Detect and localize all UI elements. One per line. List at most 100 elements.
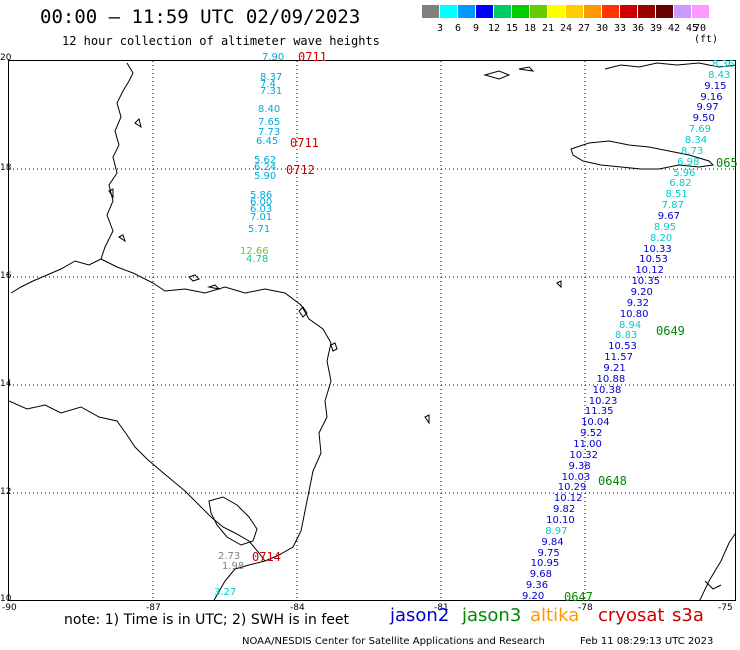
wave-value: 9.82 bbox=[553, 504, 576, 516]
scale-label: 18 bbox=[523, 23, 537, 34]
wave-value: 6.00 bbox=[250, 197, 273, 208]
wave-value: 10.80 bbox=[619, 308, 649, 320]
scale-label: 36 bbox=[631, 23, 645, 34]
wave-value: 12.66 bbox=[240, 246, 269, 257]
scale-label: 30 bbox=[595, 23, 609, 34]
lon-label: -78 bbox=[578, 603, 593, 613]
scale-swatch bbox=[584, 5, 601, 18]
scale-label: 39 bbox=[649, 23, 663, 34]
scale-label: 27 bbox=[577, 23, 591, 34]
wave-value: 9.38 bbox=[568, 460, 591, 472]
wave-value: 7.65 bbox=[258, 117, 281, 128]
scale-label: 3 bbox=[436, 23, 444, 34]
wave-value: 10.04 bbox=[581, 417, 610, 429]
wave-value: 4.78 bbox=[246, 254, 269, 265]
scale-swatch bbox=[620, 5, 637, 18]
lat-label: 16 bbox=[0, 271, 12, 281]
wave-value: 8.40 bbox=[258, 104, 281, 115]
wave-value: 10.38 bbox=[592, 384, 622, 396]
scale-swatch bbox=[692, 5, 709, 18]
scale-label: 9 bbox=[472, 23, 480, 34]
wave-value: 10.12 bbox=[635, 265, 664, 277]
scale-swatch bbox=[674, 5, 691, 18]
wave-value: 9.16 bbox=[700, 91, 723, 103]
wave-value: 5.90 bbox=[254, 171, 277, 182]
wave-value: 9.50 bbox=[692, 113, 715, 125]
time-label: 0649 bbox=[656, 324, 685, 338]
wave-value: 10.95 bbox=[530, 558, 560, 570]
time-label: 0712 bbox=[286, 163, 315, 177]
wave-value: 8.34 bbox=[684, 135, 708, 146]
wave-value: 9.84 bbox=[541, 536, 564, 548]
scale-label: 15 bbox=[505, 23, 519, 34]
wave-value: 6.45 bbox=[256, 136, 279, 147]
wave-value: 6.24 bbox=[254, 162, 277, 173]
wave-value: 10.35 bbox=[631, 276, 661, 288]
wave-value: 5.62 bbox=[254, 155, 277, 166]
map-panel bbox=[8, 60, 736, 601]
wave-value: 8.51 bbox=[665, 189, 688, 201]
wave-value: 6.98 bbox=[677, 156, 700, 168]
lat-label: 18 bbox=[0, 163, 12, 173]
lon-label: -84 bbox=[290, 603, 305, 613]
time-label: 0647 bbox=[564, 590, 593, 604]
wave-value: 7.01 bbox=[250, 212, 273, 223]
scale-swatch bbox=[494, 5, 511, 18]
scale-label: 70 (ft) bbox=[694, 23, 719, 45]
scale-swatch bbox=[638, 5, 655, 18]
scale-swatch bbox=[476, 5, 493, 18]
scale-label: 21 bbox=[541, 23, 555, 34]
scale-label: 33 bbox=[613, 23, 627, 34]
wave-value: 9.52 bbox=[580, 428, 603, 440]
wave-value: 7.87 bbox=[661, 200, 684, 212]
wave-value: 2.73 bbox=[218, 551, 241, 562]
lat-label: 12 bbox=[0, 487, 12, 497]
coastline-map bbox=[9, 61, 735, 600]
wave-value: 7.69 bbox=[688, 124, 711, 136]
scale-swatch bbox=[602, 5, 619, 18]
wave-value: 7.4 bbox=[260, 79, 276, 90]
wave-value: 10.29 bbox=[557, 482, 587, 494]
legend-s3a: s3a bbox=[672, 605, 704, 626]
wave-value: 11.35 bbox=[584, 406, 614, 418]
scale-label: 12 bbox=[487, 23, 501, 34]
scale-swatch bbox=[512, 5, 529, 18]
scale-label: 42 bbox=[667, 23, 681, 34]
wave-value: 6.03 bbox=[250, 204, 273, 215]
wave-value: 9.32 bbox=[626, 297, 649, 309]
time-label: 0711 bbox=[290, 136, 319, 150]
scale-swatch bbox=[548, 5, 565, 18]
wave-value: 11.00 bbox=[573, 439, 602, 450]
wave-value: 11.57 bbox=[604, 352, 633, 364]
wave-value: 8.83 bbox=[615, 330, 638, 342]
wave-value: 8.43 bbox=[708, 69, 731, 81]
scale-swatch bbox=[422, 5, 439, 18]
lon-label: -90 bbox=[2, 603, 17, 613]
wave-value: 7.90 bbox=[262, 52, 285, 63]
lon-label: -87 bbox=[146, 603, 161, 613]
graticule bbox=[9, 61, 735, 600]
wave-value: 10.32 bbox=[569, 449, 599, 461]
footer-credit: NOAA/NESDIS Center for Satellite Applica… bbox=[242, 636, 545, 647]
wave-value: 10.88 bbox=[596, 373, 626, 385]
wave-value: 10.23 bbox=[588, 395, 618, 407]
wave-value: 9.97 bbox=[696, 102, 719, 114]
lat-label: 10 bbox=[0, 594, 12, 604]
wave-value: 9.20 bbox=[522, 591, 545, 602]
lon-label: -75 bbox=[718, 603, 733, 613]
wave-value: 5.71 bbox=[248, 224, 271, 235]
wave-value: 10.12 bbox=[553, 493, 583, 505]
wave-value: 6.82 bbox=[669, 178, 692, 190]
wave-value: 8.95 bbox=[653, 221, 677, 233]
scale-label: 6 bbox=[454, 23, 462, 34]
scale-swatch bbox=[566, 5, 583, 18]
scale-swatch bbox=[440, 5, 457, 18]
wave-value: 8.94 bbox=[618, 319, 642, 331]
wave-value: 9.21 bbox=[603, 363, 626, 374]
lat-label: 14 bbox=[0, 379, 12, 389]
wave-value: 10.03 bbox=[561, 471, 591, 483]
wave-value: 10.53 bbox=[608, 341, 637, 353]
wave-value: 5.96 bbox=[673, 167, 696, 179]
legend-jason3: jason3 bbox=[462, 605, 522, 626]
legend-cryosat: cryosat bbox=[598, 605, 665, 626]
